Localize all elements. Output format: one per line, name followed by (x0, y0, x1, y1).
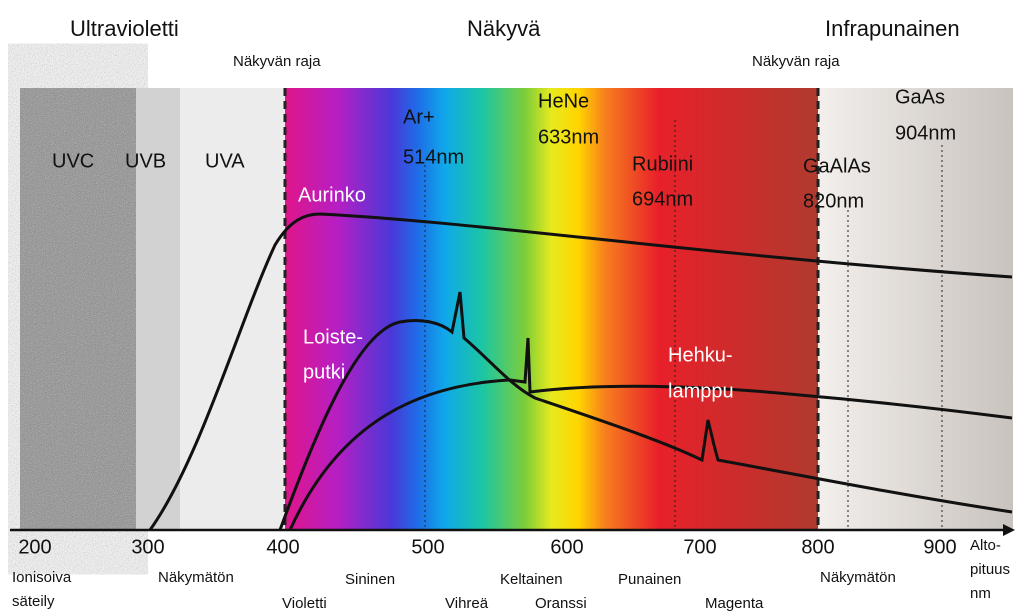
laser-name: GaAs (895, 86, 945, 108)
color-label: Punainen (618, 571, 681, 588)
tick-label: 600 (550, 536, 583, 558)
heading: Näkyvä (467, 16, 541, 41)
color-label: Oranssi (535, 595, 587, 612)
tick-label: 500 (411, 536, 444, 558)
laser-name: Ar+ (403, 106, 435, 128)
heading: Ultravioletti (70, 16, 179, 41)
laser-wavelength: 633nm (538, 126, 599, 148)
band-label: UVC (52, 150, 94, 172)
curve-label: Aurinko (298, 184, 366, 206)
laser-name: GaAlAs (803, 155, 871, 177)
tick-label: 700 (683, 536, 716, 558)
color-label: Näkymätön (158, 569, 234, 586)
tick-label: 200 (18, 536, 51, 558)
tick-label: 300 (131, 536, 164, 558)
curve-label: putki (303, 361, 345, 383)
limit-label: Näkyvän raja (752, 53, 840, 70)
tick-label: 900 (923, 536, 956, 558)
color-label: Magenta (705, 595, 764, 612)
laser-wavelength: 820nm (803, 190, 864, 212)
heading: Infrapunainen (825, 16, 960, 41)
laser-name: HeNe (538, 90, 589, 112)
laser-wavelength: 514nm (403, 146, 464, 168)
band-label: UVB (125, 150, 166, 172)
laser-wavelength: 904nm (895, 122, 956, 144)
laser-name: Rubiini (632, 153, 693, 175)
color-label: Sininen (345, 571, 395, 588)
color-label: Ionisoiva (12, 569, 72, 586)
tick-label: 800 (801, 536, 834, 558)
curve-label: Loiste- (303, 326, 363, 348)
color-label: Keltainen (500, 571, 563, 588)
axis-label: Alto- (970, 537, 1001, 554)
color-label: Vihreä (445, 595, 489, 612)
color-label: säteily (12, 593, 55, 610)
axis-label: pituus (970, 561, 1010, 578)
limit-label: Näkyvän raja (233, 53, 321, 70)
tick-label: 400 (266, 536, 299, 558)
background (20, 88, 1013, 530)
laser-wavelength: 694nm (632, 188, 693, 210)
band-label: UVA (205, 150, 245, 172)
color-label: Näkymätön (820, 569, 896, 586)
color-label: Violetti (282, 595, 327, 612)
markers (283, 88, 943, 530)
curve-label: Hehku- (668, 344, 732, 366)
curve-label: lamppu (668, 380, 734, 402)
curves (10, 212, 1015, 536)
axis-label: nm (970, 585, 991, 602)
